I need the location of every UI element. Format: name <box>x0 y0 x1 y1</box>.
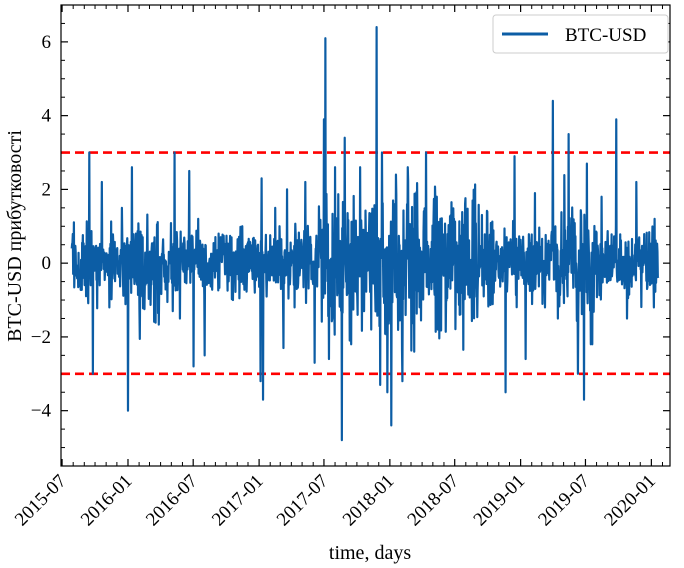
plot-area <box>61 26 670 442</box>
x-tick-label: 2020-01 <box>600 471 660 531</box>
x-tick-label: 2019-07 <box>534 471 594 531</box>
x-tick-label: 2018-01 <box>339 471 399 531</box>
legend: BTC-USD <box>492 14 669 54</box>
y-tick-label: −4 <box>31 401 52 422</box>
x-tick-label: 2017-07 <box>273 471 333 531</box>
y-tick-label: 0 <box>42 253 52 274</box>
y-tick-label: 4 <box>42 106 52 127</box>
y-tick-label: 2 <box>42 179 52 200</box>
legend-label-btc-usd: BTC-USD <box>565 25 646 46</box>
y-tick-label: −2 <box>31 327 51 348</box>
x-tick-label: 2015-07 <box>11 471 71 531</box>
plot-frame <box>60 4 671 467</box>
x-tick-label: 2016-07 <box>142 471 202 531</box>
x-axis-label: time, days <box>329 542 411 564</box>
x-tick-label: 2017-01 <box>208 471 268 531</box>
x-tick-label: 2019-01 <box>470 471 530 531</box>
y-tick-label: 6 <box>42 32 52 53</box>
legend-box <box>492 14 669 54</box>
series-line-btc-usd <box>70 26 660 442</box>
x-tick-label: 2016-01 <box>77 471 137 531</box>
y-axis-label: BTC-USD прибутковості <box>4 130 26 342</box>
x-tick-label: 2018-07 <box>404 471 464 531</box>
